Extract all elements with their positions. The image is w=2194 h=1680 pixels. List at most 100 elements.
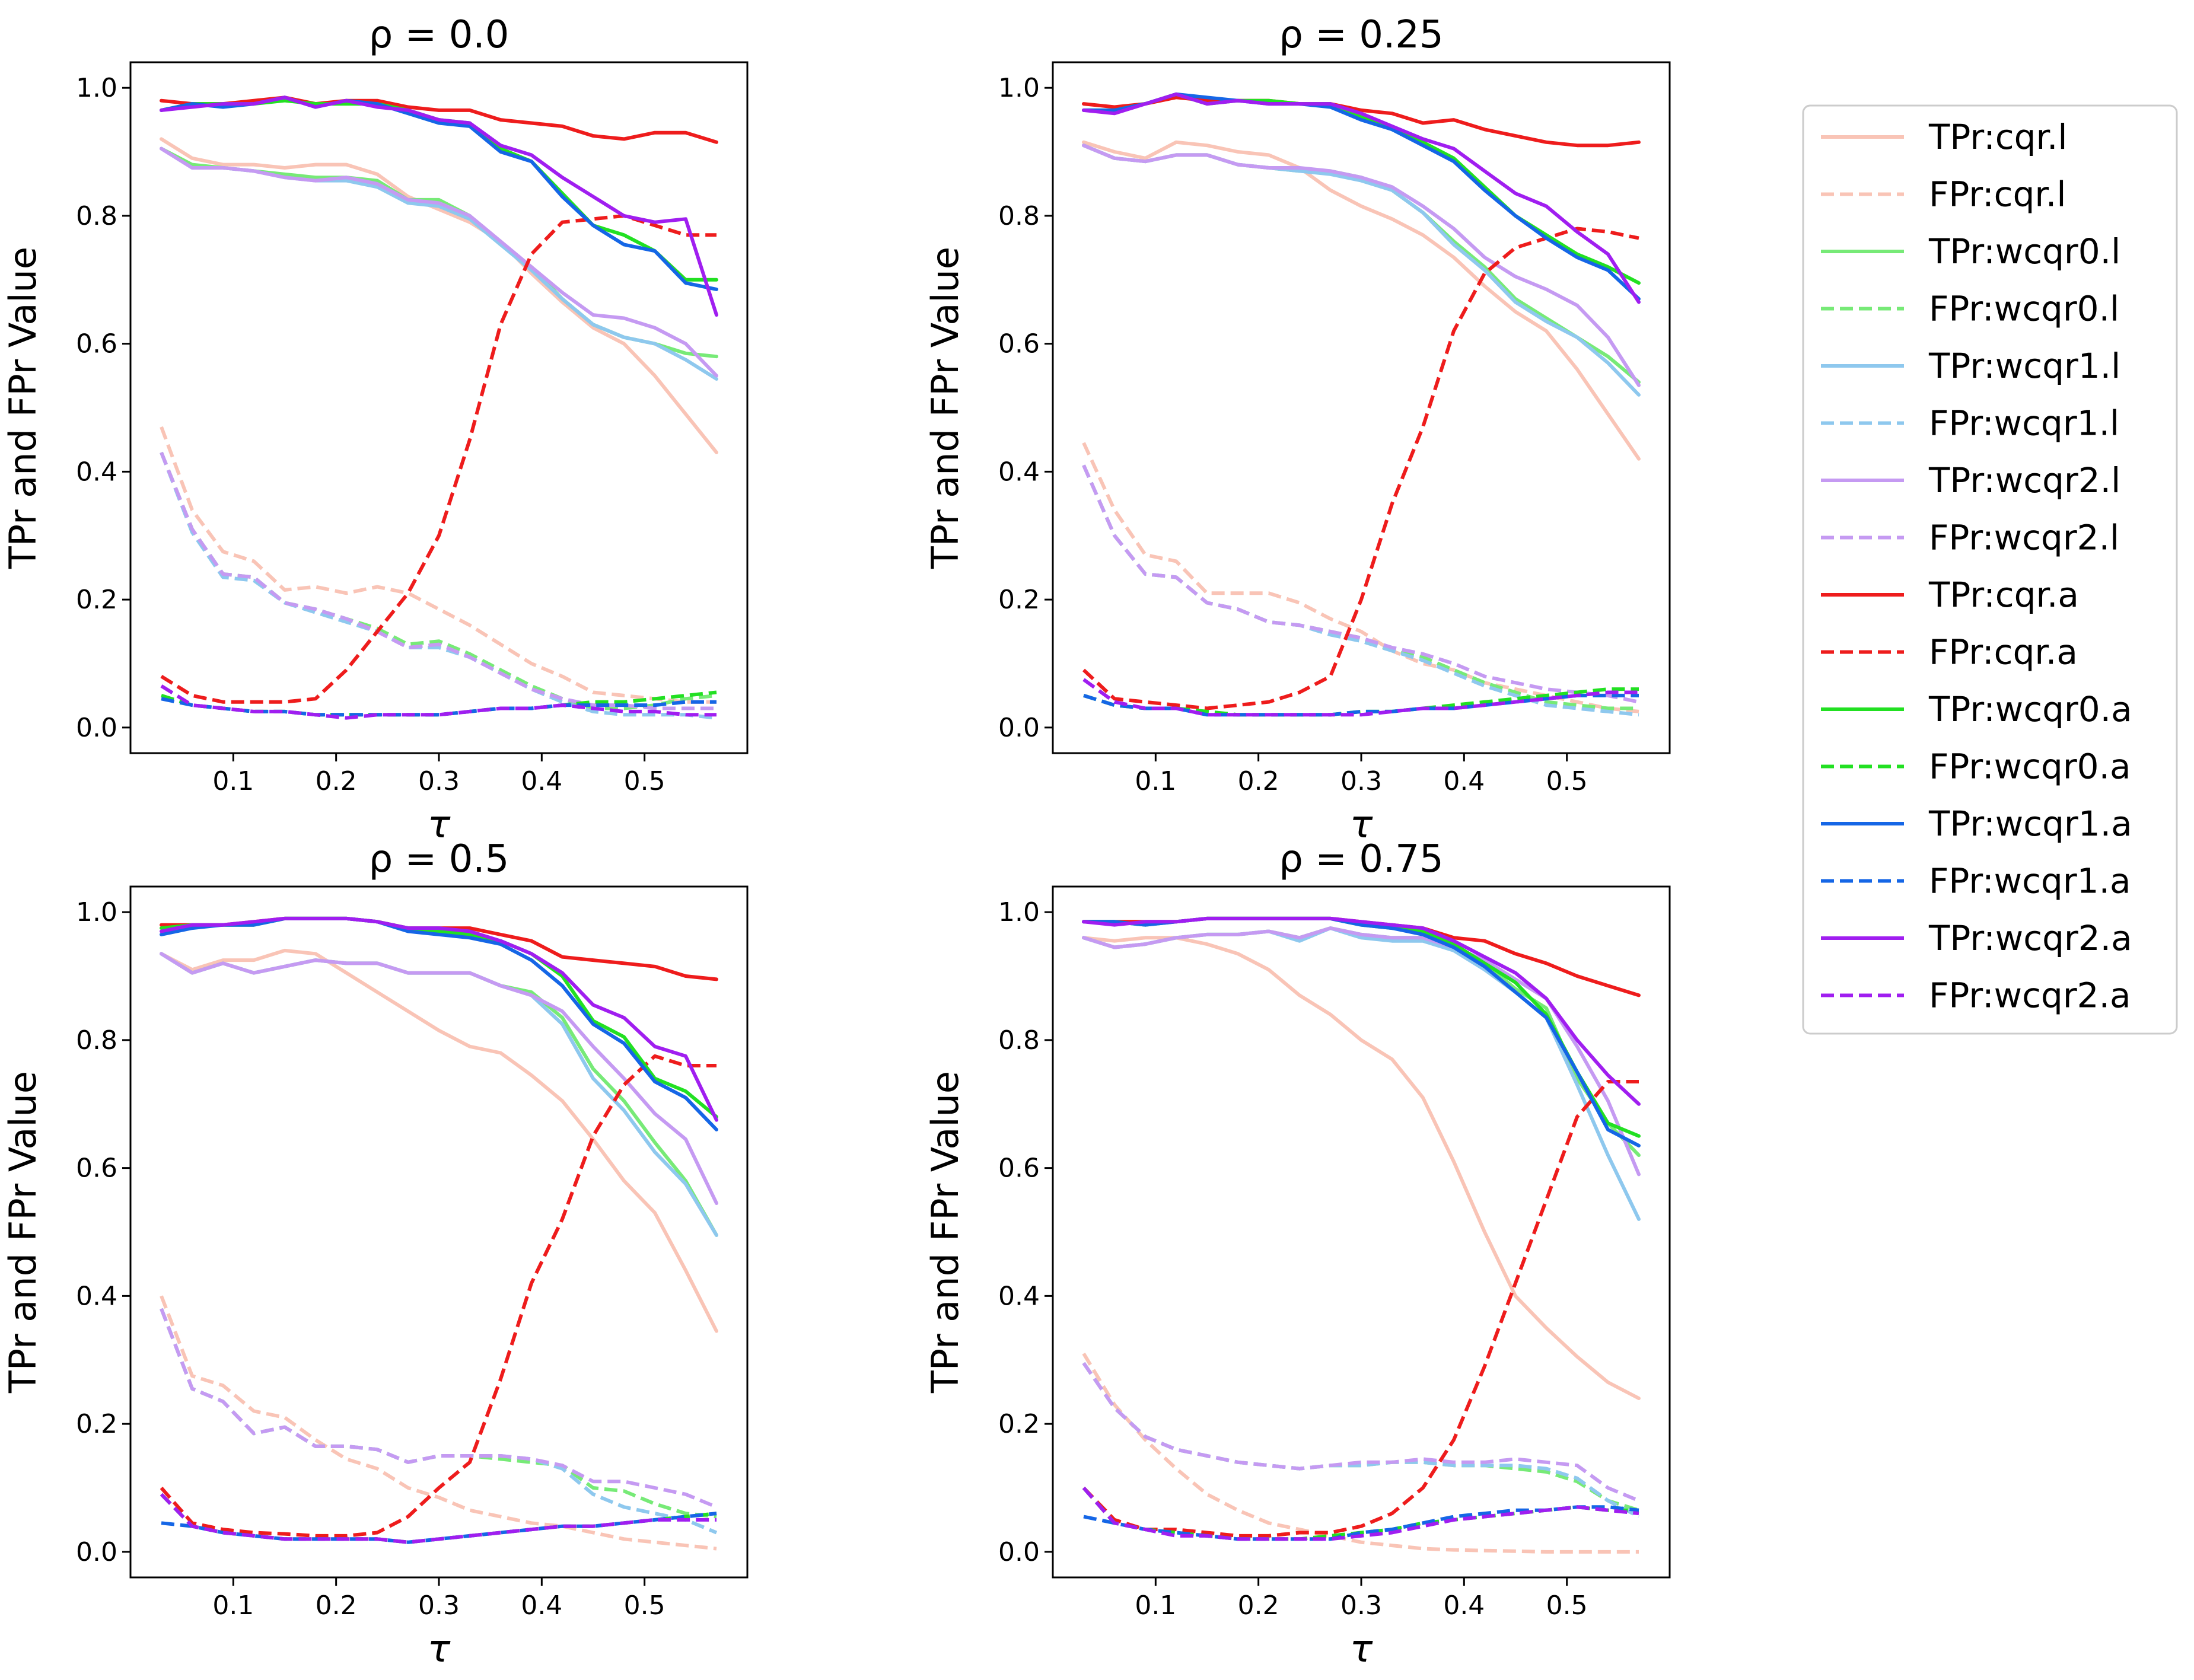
series-line-tpr-cqr-a bbox=[1082, 916, 1641, 997]
series-line-tpr-wcqr0-a bbox=[1082, 92, 1641, 285]
legend-label: FPr:wcqr0.a bbox=[1929, 747, 2131, 787]
y-tick-label: 1.0 bbox=[76, 897, 117, 927]
y-tick-label: 0.0 bbox=[76, 713, 117, 743]
legend-label: FPr:wcqr2.a bbox=[1929, 976, 2131, 1016]
y-tick-label: 0.2 bbox=[998, 585, 1040, 615]
y-tick-label: 0.6 bbox=[76, 329, 117, 359]
series-line-fpr-wcqr0-l bbox=[1082, 464, 1639, 710]
legend-item-fpr-wcqr2-l: FPr:wcqr2.l bbox=[1821, 518, 2119, 558]
x-axis-label: τ bbox=[428, 1627, 451, 1671]
series-line-tpr-wcqr2-a bbox=[160, 95, 718, 317]
series-line-fpr-cqr-l bbox=[160, 1295, 717, 1551]
series-line-tpr-wcqr0-l bbox=[160, 146, 718, 359]
y-tick-label: 0.8 bbox=[76, 201, 117, 231]
x-tick-label: 0.5 bbox=[624, 766, 665, 796]
series-line-tpr-wcqr1-a bbox=[160, 95, 718, 291]
series-line-fpr-wcqr1-a bbox=[161, 697, 717, 717]
y-tick-label: 0.6 bbox=[76, 1153, 117, 1184]
legend-item-fpr-cqr-a: FPr:cqr.a bbox=[1821, 632, 2078, 672]
y-tick-label: 1.0 bbox=[998, 73, 1040, 103]
legend-label: TPr:cqr.l bbox=[1928, 117, 2068, 157]
series-line-fpr-cqr-a bbox=[160, 213, 717, 704]
series-line-fpr-wcqr1-l bbox=[1082, 1362, 1640, 1519]
series-line-tpr-wcqr1-a bbox=[160, 916, 718, 1131]
x-tick-label: 0.3 bbox=[1340, 766, 1382, 796]
plot-area bbox=[1082, 916, 1641, 1554]
series-line-tpr-cqr-l bbox=[1082, 140, 1641, 461]
legend-item-fpr-cqr-l: FPr:cqr.l bbox=[1821, 174, 2066, 215]
plot-area bbox=[160, 916, 718, 1551]
y-axis-label: TPr and FPr Value bbox=[1, 1071, 44, 1394]
series-line-fpr-wcqr0-a bbox=[1083, 687, 1639, 717]
series-line-fpr-cqr-a bbox=[160, 1054, 717, 1538]
y-tick-label: 0.4 bbox=[998, 1281, 1040, 1311]
subplot-title: ρ = 0.25 bbox=[1279, 13, 1443, 57]
y-tick-label: 0.8 bbox=[998, 1025, 1040, 1056]
subplot-title: ρ = 0.5 bbox=[369, 837, 510, 881]
series-line-fpr-wcqr1-a bbox=[1083, 693, 1639, 717]
series-line-tpr-wcqr2-l bbox=[160, 952, 718, 1205]
series-line-tpr-cqr-l bbox=[1082, 936, 1641, 1400]
axes-frame bbox=[1052, 61, 1671, 754]
x-axis-label: τ bbox=[1350, 803, 1373, 847]
x-tick-label: 0.5 bbox=[1546, 1590, 1588, 1621]
y-tick-label: 0.4 bbox=[76, 457, 117, 487]
legend-label: TPr:wcqr1.a bbox=[1928, 804, 2132, 844]
legend-label: TPr:cqr.a bbox=[1928, 575, 2079, 615]
y-tick-label: 0.4 bbox=[998, 457, 1040, 487]
y-tick-label: 1.0 bbox=[998, 897, 1040, 927]
x-tick-label: 0.1 bbox=[212, 766, 254, 796]
legend-item-tpr-wcqr0-a: TPr:wcqr0.a bbox=[1821, 689, 2132, 729]
x-axis-label: τ bbox=[428, 803, 451, 847]
legend-item-tpr-wcqr1-l: TPr:wcqr1.l bbox=[1821, 346, 2120, 386]
x-tick-label: 0.1 bbox=[1135, 766, 1176, 796]
legend-item-fpr-wcqr1-l: FPr:wcqr1.l bbox=[1821, 403, 2119, 444]
x-tick-label: 0.4 bbox=[1443, 766, 1485, 796]
legend-item-tpr-cqr-a: TPr:cqr.a bbox=[1821, 575, 2079, 615]
series-line-tpr-wcqr2-l bbox=[1082, 144, 1641, 387]
legend-item-tpr-cqr-l: TPr:cqr.l bbox=[1821, 117, 2068, 157]
series-line-fpr-wcqr2-a bbox=[160, 684, 717, 720]
series-line-tpr-wcqr2-l bbox=[160, 146, 718, 378]
subplot-rho-0.25: ρ = 0.25 0.1 0.2 0.3 0.4 0.5 0.0 0.2 0.4 0.6 0.8 1… bbox=[924, 13, 1671, 847]
x-tick-label: 0.1 bbox=[1135, 1590, 1176, 1621]
series-line-tpr-cqr-l bbox=[160, 137, 718, 454]
subplot-rho-0: ρ = 0.0 0.1 0.2 0.3 0.4 0.5 0.0 0.2 0.4 0.6 0.8 1.… bbox=[1, 13, 749, 847]
legend-item-tpr-wcqr1-a: TPr:wcqr1.a bbox=[1821, 804, 2132, 844]
x-tick-label: 0.3 bbox=[1340, 1590, 1382, 1621]
plot-area bbox=[1082, 92, 1641, 717]
series-line-fpr-wcqr0-l bbox=[160, 1308, 717, 1519]
legend-label: FPr:wcqr1.a bbox=[1929, 861, 2131, 901]
y-tick-label: 0.2 bbox=[76, 1409, 117, 1439]
series-line-tpr-wcqr2-a bbox=[1082, 916, 1641, 1106]
series-line-fpr-wcqr1-l bbox=[1082, 464, 1639, 717]
x-tick-label: 0.5 bbox=[1546, 766, 1588, 796]
legend-label: FPr:wcqr0.l bbox=[1929, 289, 2119, 329]
series-line-fpr-wcqr0-a bbox=[161, 690, 717, 717]
series-line-tpr-wcqr2-a bbox=[1082, 92, 1641, 304]
legend: TPr:cqr.l FPr:cqr.l TPr:wcqr0.l FPr:wcqr0.l… bbox=[1802, 104, 2178, 1035]
series-line-tpr-cqr-a bbox=[160, 95, 718, 144]
x-tick-label: 0.4 bbox=[521, 766, 562, 796]
y-tick-label: 1.0 bbox=[76, 73, 117, 103]
subplot-title: ρ = 0.75 bbox=[1279, 837, 1443, 881]
series-line-tpr-wcqr1-l bbox=[160, 146, 718, 381]
legend-item-tpr-wcqr0-l: TPr:wcqr0.l bbox=[1821, 231, 2120, 272]
x-tick-label: 0.1 bbox=[212, 1590, 254, 1621]
legend-item-fpr-wcqr1-a: FPr:wcqr1.a bbox=[1821, 861, 2131, 901]
x-tick-label: 0.3 bbox=[418, 766, 460, 796]
series-line-tpr-wcqr2-l bbox=[1082, 926, 1641, 1177]
series-line-fpr-wcqr2-l bbox=[160, 451, 717, 710]
subplot-title: ρ = 0.0 bbox=[369, 13, 510, 57]
series-line-fpr-wcqr2-a bbox=[1082, 1487, 1639, 1541]
series-line-tpr-cqr-l bbox=[160, 948, 718, 1333]
x-tick-label: 0.5 bbox=[624, 1590, 665, 1621]
series-line-fpr-wcqr2-a bbox=[160, 1493, 717, 1544]
legend-label: FPr:wcqr1.l bbox=[1929, 403, 2119, 444]
legend-label: TPr:wcqr0.l bbox=[1928, 231, 2120, 272]
axes-frame bbox=[1052, 885, 1671, 1579]
series-line-fpr-cqr-a bbox=[1082, 227, 1639, 710]
series-line-fpr-wcqr2-l bbox=[1082, 464, 1639, 704]
axes-frame bbox=[129, 885, 749, 1579]
